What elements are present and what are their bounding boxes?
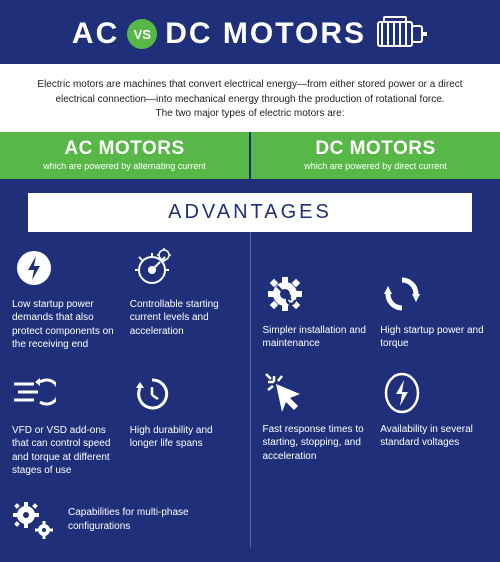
intro-line1: Electric motors are machines that conver… — [28, 78, 472, 93]
dc-adv-text: Simpler installation and maintenance — [263, 324, 371, 351]
ac-advantages-column: Low startup power demands that also prot… — [0, 232, 251, 548]
ac-adv-item: Low startup power demands that also prot… — [12, 246, 120, 352]
clock-back-icon — [130, 372, 174, 416]
dc-advantages-column: Simpler installation and maintenance Hig… — [251, 232, 500, 548]
gears-icon — [12, 498, 56, 542]
header: AC VS DC MOTORS — [0, 0, 500, 66]
ac-adv-text: Low startup power demands that also prot… — [12, 298, 120, 352]
dc-adv-text: High startup power and torque — [380, 324, 488, 351]
speed-lines-icon — [12, 372, 56, 416]
ac-adv-item: High durability and longer life spans — [130, 372, 238, 478]
dc-adv-text: Fast response times to starting, stoppin… — [263, 423, 371, 464]
intro-line2: electrical connection—into mechanical en… — [28, 93, 472, 108]
dc-adv-item: Simpler installation and maintenance — [263, 272, 371, 351]
intro-block: Electric motors are machines that conver… — [0, 66, 500, 132]
bolt-shield-icon — [380, 371, 424, 415]
ac-column-header: AC MOTORS which are powered by alternati… — [0, 132, 249, 183]
header-title: AC VS DC MOTORS — [72, 17, 366, 51]
dc-col-title: DC MOTORS — [257, 138, 494, 160]
cycle-icon — [380, 272, 424, 316]
dc-adv-text: Availability in several standard voltage… — [380, 423, 488, 450]
advantages-grid: Low startup power demands that also prot… — [0, 232, 500, 562]
ac-col-subtitle: which are powered by alternating current — [6, 161, 243, 171]
dc-adv-item: High startup power and torque — [380, 272, 488, 351]
ac-adv-text: Controllable starting current levels and… — [130, 298, 238, 339]
wrench-gear-icon — [263, 272, 307, 316]
ac-adv-item: VFD or VSD add-ons that can control spee… — [12, 372, 120, 478]
column-headers: AC MOTORS which are powered by alternati… — [0, 132, 500, 183]
dc-adv-item: Availability in several standard voltage… — [380, 371, 488, 464]
ac-adv-text: Capabilities for multi-phase configurati… — [68, 506, 238, 533]
bolt-circle-icon — [12, 246, 56, 290]
dial-gear-icon — [130, 246, 174, 290]
header-dc: DC MOTORS — [165, 17, 366, 51]
ac-adv-text: VFD or VSD add-ons that can control spee… — [12, 424, 120, 478]
ac-adv-item: Controllable starting current levels and… — [130, 246, 238, 352]
dc-adv-item: Fast response times to starting, stoppin… — [263, 371, 371, 464]
ac-adv-text: High durability and longer life spans — [130, 424, 238, 451]
vs-badge: VS — [127, 19, 157, 49]
advantages-banner: ADVANTAGES — [28, 193, 472, 232]
dc-col-subtitle: which are powered by direct current — [257, 161, 494, 171]
intro-line3: The two major types of electric motors a… — [28, 107, 472, 122]
motor-icon — [376, 14, 428, 54]
header-ac: AC — [72, 17, 119, 51]
ac-adv-item: Capabilities for multi-phase configurati… — [12, 498, 238, 542]
ac-col-title: AC MOTORS — [6, 138, 243, 160]
dc-column-header: DC MOTORS which are powered by direct cu… — [251, 132, 500, 183]
cursor-burst-icon — [263, 371, 307, 415]
